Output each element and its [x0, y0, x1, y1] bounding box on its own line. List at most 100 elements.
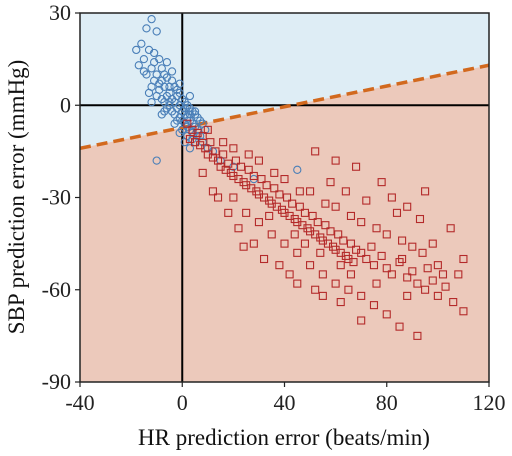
x-axis-title: HR prediction error (beats/min)	[138, 425, 430, 450]
square-point	[346, 211, 356, 220]
square-point	[398, 236, 407, 245]
square-point	[311, 147, 320, 156]
square-point	[357, 316, 366, 325]
x-axis: -40 0 40 80 120	[65, 382, 506, 415]
square-point	[213, 193, 223, 202]
square-point	[242, 208, 251, 217]
circle-point	[147, 14, 156, 24]
square-point	[454, 270, 463, 279]
square-point	[270, 184, 279, 193]
circle-point	[144, 88, 154, 98]
circle-point	[142, 24, 151, 33]
circle-point	[165, 98, 174, 107]
square-point	[201, 144, 210, 153]
square-point	[421, 187, 430, 196]
square-point	[428, 276, 437, 285]
square-point	[262, 181, 271, 190]
square-point	[306, 187, 315, 196]
y-tick-label: -60	[42, 277, 71, 302]
y-tick-label: 0	[60, 92, 71, 117]
square-point	[446, 224, 455, 233]
square-point	[213, 156, 223, 165]
square-point	[403, 273, 412, 282]
square-point	[369, 261, 379, 270]
square-point	[254, 218, 263, 227]
x-tick-label: 40	[274, 390, 296, 415]
square-point	[316, 248, 325, 257]
square-point	[423, 264, 432, 273]
square-point	[229, 193, 238, 202]
circle-point	[149, 58, 159, 67]
square-point	[357, 248, 366, 257]
square-point	[331, 156, 340, 165]
y-tick-label: 30	[49, 0, 71, 25]
square-point	[249, 171, 258, 181]
square-point	[290, 230, 299, 239]
square-point	[395, 322, 404, 331]
square-point	[326, 178, 335, 187]
x-tick-label: -40	[65, 390, 94, 415]
square-point	[270, 168, 279, 177]
square-point	[254, 156, 263, 165]
square-point	[357, 291, 366, 300]
square-point	[334, 230, 343, 239]
square-point	[203, 125, 212, 134]
square-point	[295, 202, 304, 211]
square-point	[265, 211, 274, 220]
square-point	[367, 242, 376, 251]
square-point	[403, 291, 412, 300]
square-point	[387, 193, 396, 202]
square-point	[459, 307, 468, 316]
square-point	[441, 282, 450, 291]
square-point	[295, 187, 304, 196]
square-point	[311, 285, 320, 294]
square-point	[267, 230, 276, 239]
square-point	[275, 261, 284, 270]
square-point	[206, 138, 215, 147]
square-point	[275, 190, 284, 199]
circle-point	[152, 156, 161, 165]
square-point	[306, 261, 315, 270]
square-point	[231, 156, 240, 165]
square-point	[339, 236, 348, 245]
square-point	[398, 254, 407, 264]
square-point	[433, 261, 442, 270]
circle-point	[167, 67, 177, 76]
circle-point	[149, 48, 159, 58]
circle-point	[190, 107, 200, 116]
square-point	[285, 270, 294, 279]
square-point	[413, 279, 422, 288]
square-point	[280, 239, 289, 248]
circle-point	[170, 119, 179, 128]
square-point	[418, 248, 427, 257]
square-point	[257, 175, 266, 184]
square-point	[449, 297, 458, 307]
square-point	[219, 138, 228, 147]
circle-point	[165, 82, 174, 91]
square-point	[382, 264, 391, 273]
plot-area	[80, 13, 489, 382]
square-point	[372, 279, 381, 288]
square-point	[382, 310, 391, 319]
circle-point	[152, 27, 161, 36]
square-point	[377, 178, 386, 187]
square-point	[346, 270, 356, 279]
circle-point	[162, 58, 172, 67]
square-point	[357, 218, 366, 227]
square-point	[346, 239, 356, 248]
square-point	[280, 175, 289, 184]
square-point	[300, 239, 310, 248]
square-point	[433, 291, 442, 300]
square-point	[293, 279, 302, 288]
square-point	[244, 150, 253, 159]
x-tick-label: 120	[473, 390, 506, 415]
square-point	[387, 270, 396, 279]
circle-point	[185, 144, 195, 153]
square-point	[224, 208, 233, 217]
circle-point	[175, 128, 184, 138]
square-point	[336, 297, 345, 307]
circle-point	[139, 54, 149, 64]
square-point	[198, 168, 207, 177]
square-point	[403, 202, 412, 211]
